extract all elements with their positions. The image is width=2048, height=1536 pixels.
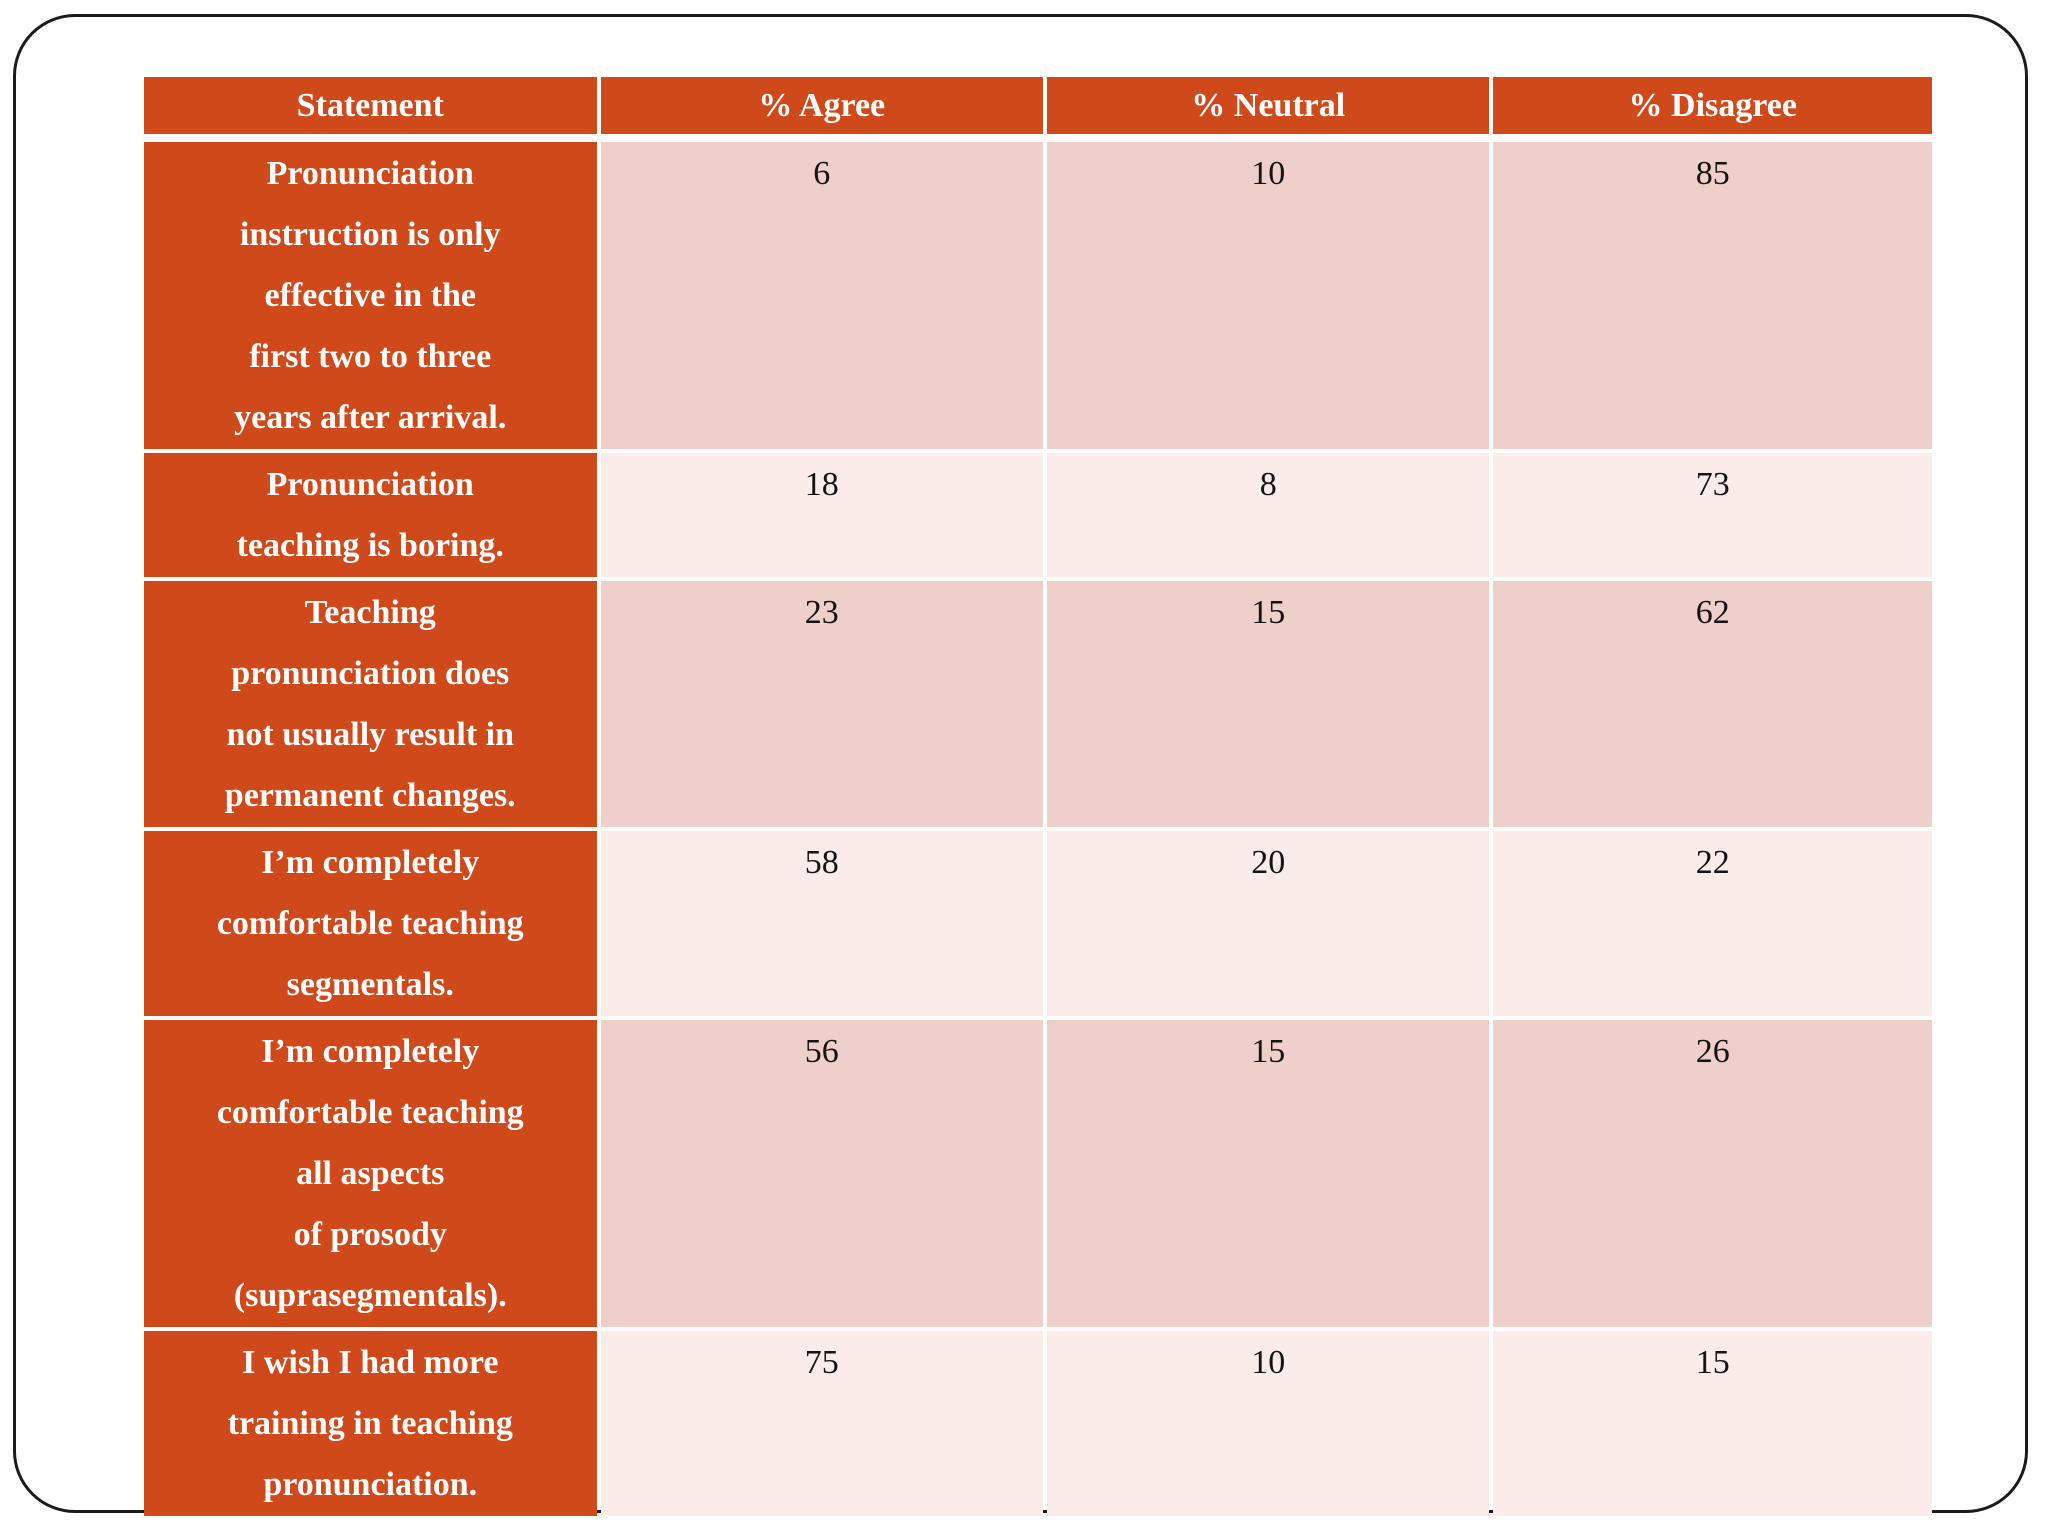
table-row: I’m completely comfortable teaching all … <box>144 1020 1932 1327</box>
survey-results-table: Statement % Agree % Neutral % Disagree P… <box>140 73 1936 1520</box>
header-row: Statement % Agree % Neutral % Disagree <box>144 77 1932 138</box>
disagree-value-cell: 22 <box>1493 831 1932 1016</box>
neutral-value-cell: 20 <box>1046 831 1490 1016</box>
statement-cell: Teaching pronunciation does not usually … <box>144 581 597 827</box>
disagree-value-cell: 85 <box>1493 142 1932 449</box>
statement-cell: I’m completely comfortable teaching segm… <box>144 831 597 1016</box>
disagree-value-cell: 26 <box>1493 1020 1932 1327</box>
col-header-statement: Statement <box>144 77 597 138</box>
agree-value-cell: 56 <box>600 1020 1043 1327</box>
disagree-value-cell: 73 <box>1493 453 1932 577</box>
table-row: I wish I had more training in teaching p… <box>144 1331 1932 1516</box>
disagree-value-cell: 15 <box>1493 1331 1932 1516</box>
neutral-value-cell: 8 <box>1046 453 1490 577</box>
table-row: Pronunciation instruction is only effect… <box>144 142 1932 449</box>
agree-value-cell: 6 <box>600 142 1043 449</box>
agree-value-cell: 18 <box>600 453 1043 577</box>
statement-cell: Pronunciation instruction is only effect… <box>144 142 597 449</box>
statement-cell: I’m completely comfortable teaching all … <box>144 1020 597 1327</box>
agree-value-cell: 75 <box>600 1331 1043 1516</box>
disagree-value-cell: 62 <box>1493 581 1932 827</box>
neutral-value-cell: 10 <box>1046 142 1490 449</box>
neutral-value-cell: 15 <box>1046 581 1490 827</box>
col-header-disagree: % Disagree <box>1493 77 1932 138</box>
col-header-neutral: % Neutral <box>1046 77 1490 138</box>
agree-value-cell: 23 <box>600 581 1043 827</box>
statement-cell: Pronunciation teaching is boring. <box>144 453 597 577</box>
slide-frame: Statement % Agree % Neutral % Disagree P… <box>13 14 2028 1516</box>
table-row: Pronunciation teaching is boring. 18 8 7… <box>144 453 1932 577</box>
agree-value-cell: 58 <box>600 831 1043 1016</box>
statement-cell: I wish I had more training in teaching p… <box>144 1331 597 1516</box>
table-row: Teaching pronunciation does not usually … <box>144 581 1932 827</box>
table-row: I’m completely comfortable teaching segm… <box>144 831 1932 1016</box>
neutral-value-cell: 15 <box>1046 1020 1490 1327</box>
neutral-value-cell: 10 <box>1046 1331 1490 1516</box>
col-header-agree: % Agree <box>600 77 1043 138</box>
